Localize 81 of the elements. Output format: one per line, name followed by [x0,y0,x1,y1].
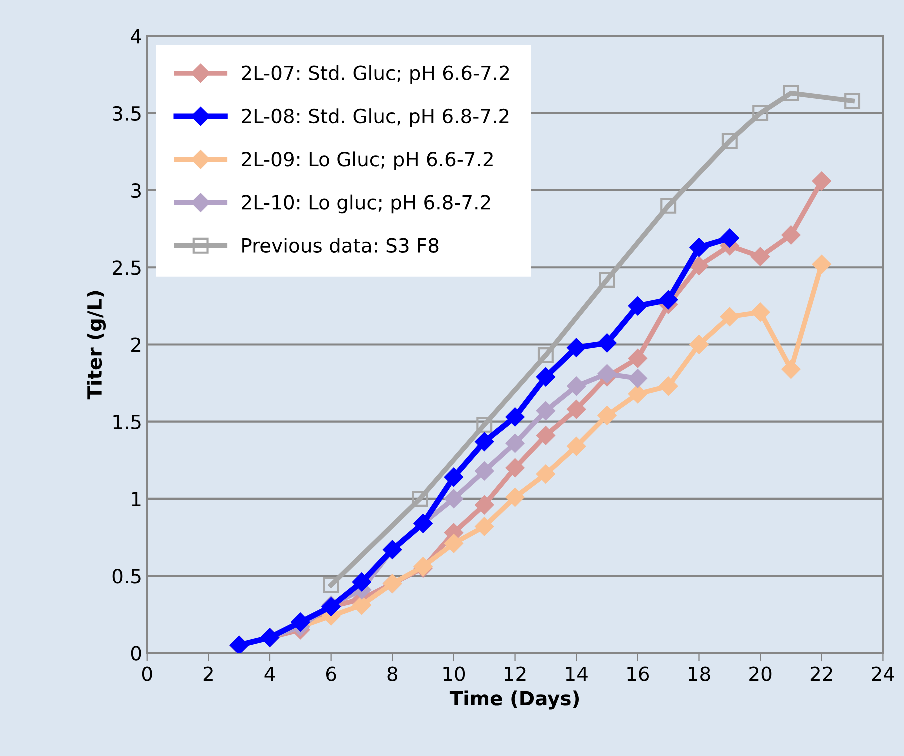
point [506,458,525,478]
point [752,105,769,122]
point [751,247,770,266]
point [660,198,677,214]
point [690,256,709,276]
y-tick-label: 0 [131,646,142,661]
legend-label: Previous data: S3 F8 [242,238,439,253]
point [628,369,648,388]
point [567,400,586,420]
point [538,348,554,364]
x-tick-label: 16 [628,666,650,682]
x-axis-title: Time (Days) [450,690,580,710]
point [475,496,494,515]
point [659,376,678,396]
point [812,172,832,191]
point [444,534,464,554]
point [323,577,340,594]
legend-label: 2L-09: Lo Gluc; pH 6.6-7.2 [242,152,493,171]
point [506,408,525,427]
point [506,488,525,507]
y-tick-label: 3.5 [113,106,141,122]
point [475,432,494,452]
legend-label: 2L-07: Std. Gluc; pH 6.6-7.2 [242,65,509,84]
x-tick-label: 18 [689,666,710,682]
point [536,426,556,446]
point [567,436,586,456]
point [599,272,616,288]
point [782,360,801,379]
x-tick-label: 24 [872,666,894,682]
point [690,238,709,258]
x-tick-label: 10 [444,666,466,682]
point [567,376,586,396]
point [659,290,678,310]
point [412,490,428,507]
x-tick-label: 14 [566,666,588,682]
point [598,364,617,384]
point [506,434,525,453]
point [783,85,800,102]
y-tick-label: 2 [132,338,141,352]
point [751,302,770,322]
point [352,596,372,615]
point [598,334,617,353]
x-tick-label: 0 [142,666,152,682]
point [475,517,494,536]
point [536,464,556,484]
legend-label: 2L-08: Std. Gluc, pH 6.8-7.2 [242,108,509,128]
x-tick-label: 8 [388,666,398,682]
y-tick-label: 1 [132,492,141,506]
point [536,368,556,387]
point [628,296,648,316]
x-tick-label: 20 [750,666,772,682]
y-tick-label: 3 [132,183,141,198]
legend-label: 2L-10: Lo gluc; pH 6.8-7.2 [242,194,490,214]
y-axis-title: Titer (g/L) [87,291,106,400]
point [444,468,464,487]
point [444,489,464,508]
x-tick-label: 6 [326,666,336,682]
point [598,406,617,426]
point [628,384,648,404]
point [722,133,738,150]
point [476,416,493,433]
point [475,462,494,481]
point [628,349,648,368]
y-tick-label: 2.5 [112,260,141,276]
y-tick-label: 1.5 [114,415,141,430]
x-tick-label: 4 [264,666,276,682]
point [720,307,740,327]
point [812,255,832,274]
point [352,572,372,592]
point [782,226,801,245]
point [720,228,740,248]
x-tick-label: 22 [810,666,832,682]
point [536,402,556,421]
point [844,93,861,110]
x-tick-label: 2 [204,666,213,682]
y-tick-label: 0.5 [112,569,141,584]
y-tick-label: 4 [131,30,142,44]
point [291,612,310,632]
point [690,335,709,354]
x-tick-label: 12 [505,666,526,682]
point [567,338,586,358]
